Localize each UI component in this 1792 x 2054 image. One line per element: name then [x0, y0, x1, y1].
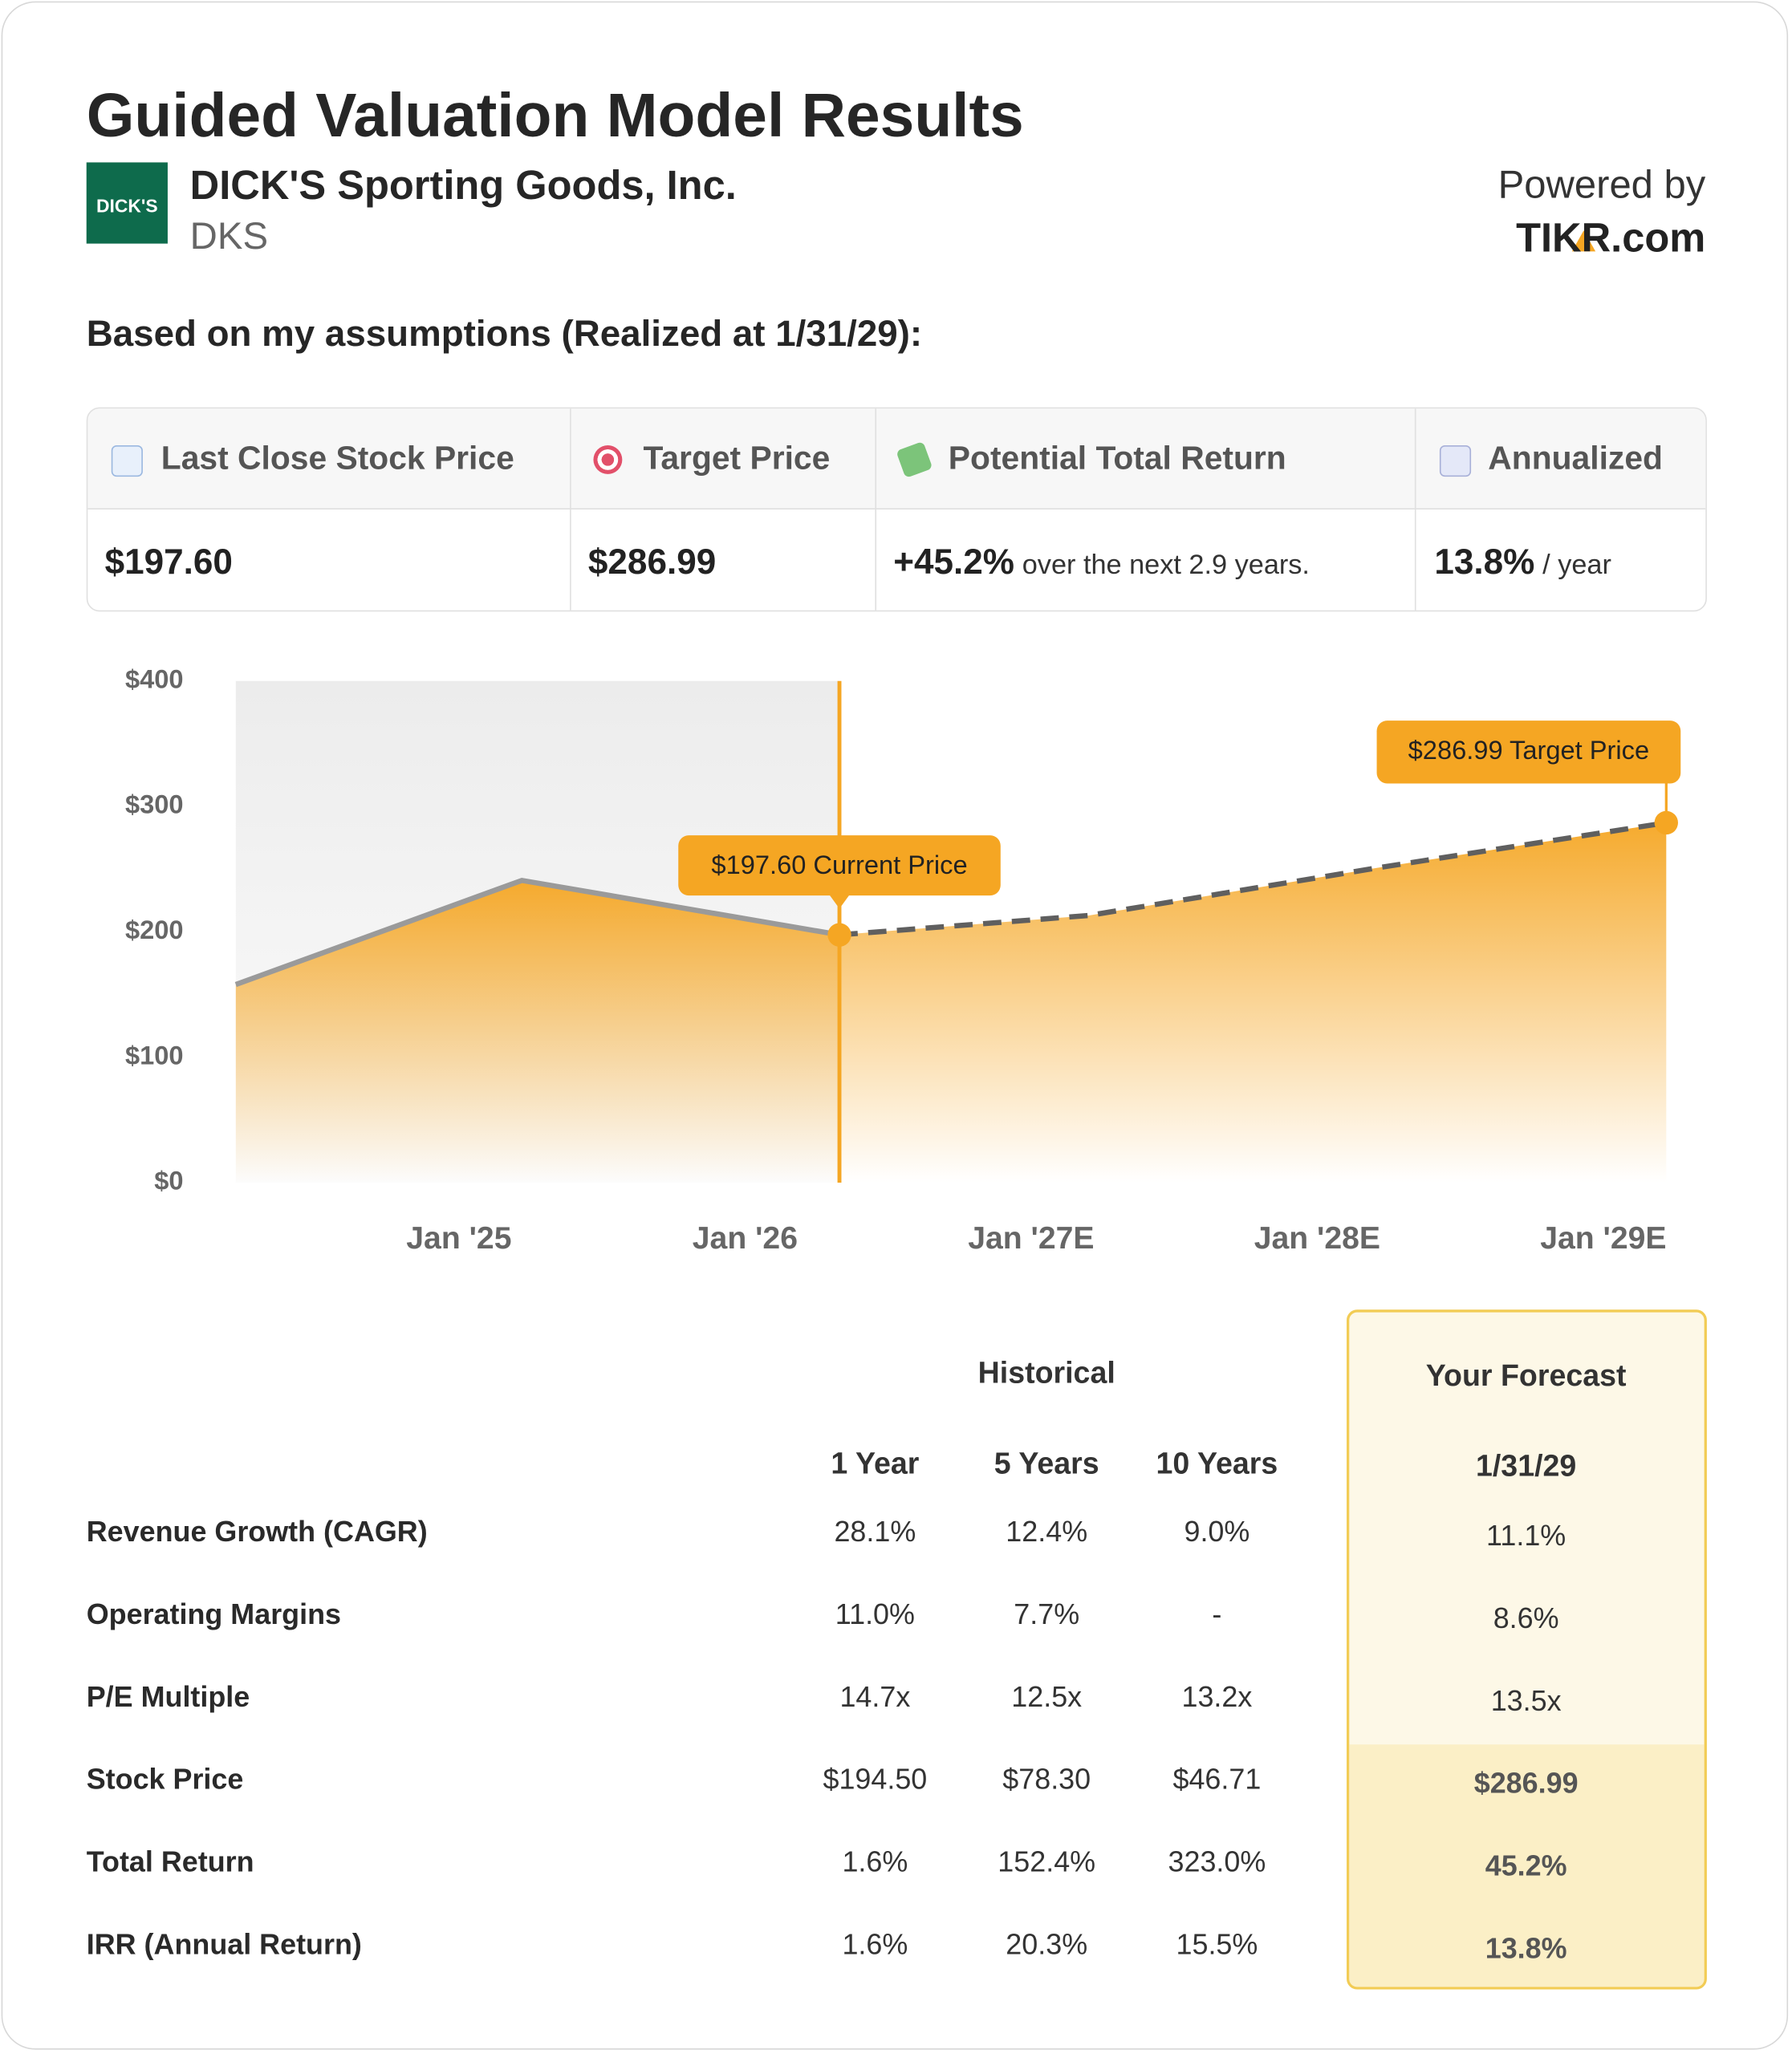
callout [678, 835, 1001, 896]
column-header: 1 Year [831, 1446, 920, 1480]
cell: $194.50 [823, 1763, 928, 1796]
metric-value: +45.2% [893, 542, 1014, 582]
y-tick-label: $200 [125, 915, 184, 944]
metric-label: Annualized [1488, 440, 1663, 477]
cell: 323.0% [1168, 1845, 1266, 1878]
icon [593, 444, 623, 474]
y-tick-label: $100 [125, 1040, 184, 1070]
x-tick-label: Jan '27E [968, 1221, 1094, 1256]
cell: 1.6% [842, 1845, 908, 1878]
cell: 12.4% [1006, 1515, 1088, 1549]
callout-text: $286.99 Target Price [1408, 735, 1649, 765]
cell: 13.2x [1181, 1680, 1253, 1714]
divider [875, 408, 877, 611]
line [839, 820, 1667, 938]
area [235, 880, 840, 1183]
column-header: 10 Years [1156, 1446, 1278, 1480]
cell: 13.8% [1485, 1931, 1567, 1965]
line [234, 877, 840, 988]
cell: 15.5% [1176, 1927, 1258, 1961]
cell: $286.99 [1473, 1766, 1579, 1800]
metric-note: over the next 2.9 years. [1022, 550, 1310, 581]
callout-text: $197.60 Current Price [711, 850, 967, 879]
title: Guided Valuation Model Results [86, 79, 1024, 150]
brand-icon [1571, 230, 1596, 252]
cell: 11.0% [835, 1597, 915, 1631]
row-label: Revenue Growth (CAGR) [86, 1515, 428, 1549]
y-tick-label: $0 [154, 1166, 183, 1195]
powered-by: Powered by [1497, 164, 1706, 207]
row-label: P/E Multiple [86, 1680, 250, 1714]
x-tick-label: Jan '28E [1254, 1221, 1380, 1256]
x-tick-label: Jan '29E [1540, 1221, 1666, 1256]
current-point [827, 923, 851, 947]
company-name: DICK'S Sporting Goods, Inc. [189, 162, 737, 209]
cell: 20.3% [1006, 1927, 1088, 1961]
callout [1376, 721, 1681, 784]
forecast-highlight [1349, 1744, 1705, 1987]
divider [570, 408, 571, 611]
metric-label: Potential Total Return [948, 440, 1286, 477]
chart: $0 $100 $200 $300 $400 Jan '25 Jan '26 Jan '27E… [125, 664, 1681, 1256]
row-label: Stock Price [86, 1763, 244, 1796]
metric-label: Target Price [643, 440, 831, 477]
x-tick-label: Jan '25 [406, 1221, 511, 1256]
metrics-header [87, 408, 1706, 509]
subtitle: Based on my assumptions (Realized at 1/3… [86, 313, 923, 354]
area [839, 822, 1667, 1183]
row-label: Total Return [86, 1845, 254, 1878]
y-tick-label: $300 [125, 790, 184, 819]
metric-label: Last Close Stock Price [161, 440, 514, 477]
forecast-panel [1347, 1309, 1707, 1990]
brand[interactable]: TIKR.com [1516, 214, 1706, 261]
row-label: Operating Margins [86, 1597, 341, 1631]
group-header: Historical [977, 1355, 1115, 1390]
cell: 11.1% [1486, 1519, 1566, 1553]
cell: $78.30 [1002, 1763, 1091, 1796]
ticker: DKS [189, 216, 269, 258]
cell: 1.6% [842, 1927, 908, 1961]
forecast-header: Your Forecast [1425, 1358, 1627, 1393]
row-label: IRR (Annual Return) [86, 1927, 362, 1961]
cell: - [1212, 1597, 1222, 1631]
cell: 152.4% [998, 1845, 1096, 1878]
divider [1414, 408, 1416, 611]
callout-pointer [828, 894, 851, 909]
cell: 7.7% [1014, 1597, 1080, 1631]
logo: DICK'S [86, 162, 168, 244]
cell: 14.7x [839, 1680, 911, 1714]
column-header: 1/31/29 [1476, 1448, 1577, 1483]
metric-value: 13.8% [1434, 542, 1535, 582]
x-tick-label: Jan '26 [693, 1221, 798, 1256]
cell: 13.5x [1490, 1684, 1562, 1717]
metrics-table: Last Close Stock Price Target Price Pote… [86, 407, 1707, 612]
cell: 28.1% [834, 1515, 916, 1549]
cell: 9.0% [1184, 1515, 1250, 1549]
metric-note: / year [1542, 550, 1611, 581]
column-header: 5 Years [994, 1446, 1099, 1480]
cell: 8.6% [1493, 1601, 1559, 1635]
cell: 45.2% [1485, 1849, 1567, 1882]
cell: 12.5x [1011, 1680, 1083, 1714]
icon [111, 444, 143, 477]
metric-value: $286.99 [587, 542, 717, 582]
y-tick-label: $400 [125, 664, 184, 693]
cell: $46.71 [1172, 1763, 1262, 1796]
metric-value: $197.60 [104, 542, 233, 582]
icon [1439, 444, 1472, 477]
